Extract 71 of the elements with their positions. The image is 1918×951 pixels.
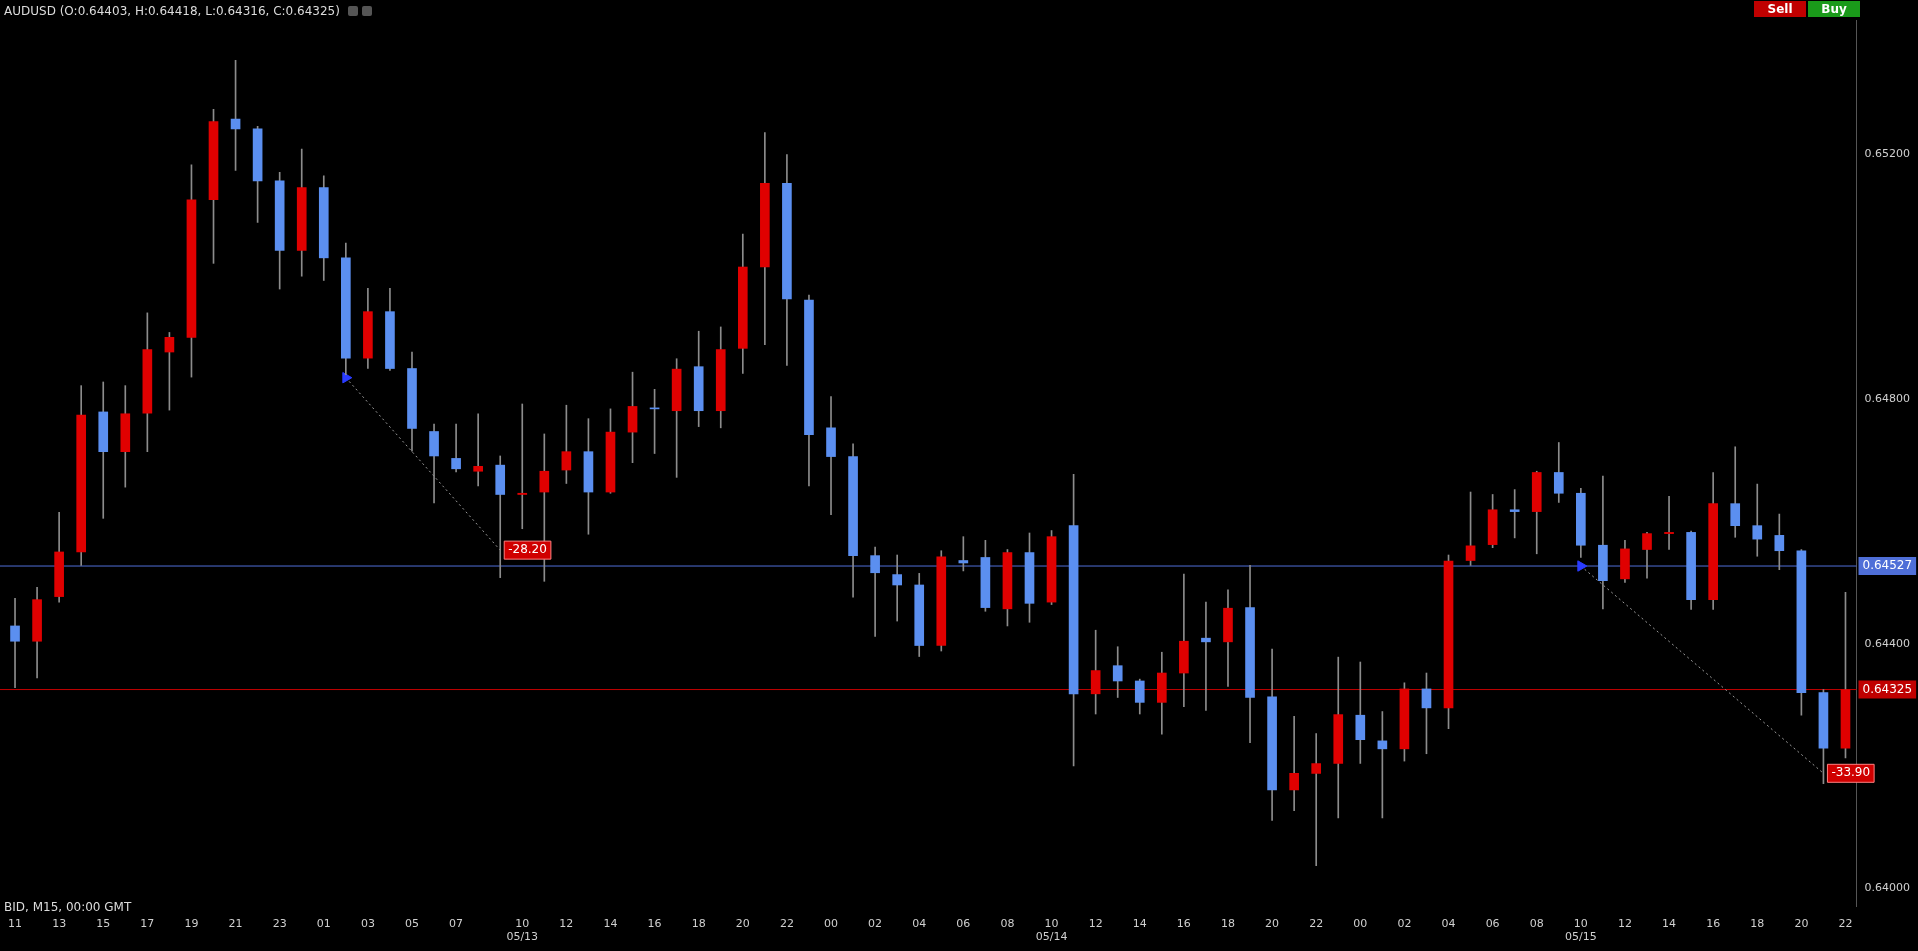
candlestick (1311, 733, 1322, 866)
chart-title: AUDUSD (O:0.64403, H:0.64418, L:0.64316, C:0.64325) (4, 4, 340, 18)
x-tick-label: 18 (1750, 917, 1765, 931)
x-tick-label: 22 (779, 917, 794, 931)
x-tick-label: 07 (449, 917, 464, 931)
x-tick-label: 10 05/13 (506, 917, 539, 944)
x-tick-label: 01 (316, 917, 331, 931)
ref-line-label: 0.64325 (1862, 681, 1913, 696)
x-tick-label: 23 (272, 917, 287, 931)
x-tick-label: 18 (1220, 917, 1235, 931)
candlestick (892, 554, 903, 622)
x-tick-label: 14 (603, 917, 618, 931)
candlestick (826, 396, 836, 515)
y-tick-label: 0.64800 (1864, 391, 1911, 405)
candlestick (517, 403, 528, 530)
ref-line-label: 0.64527 (1862, 558, 1913, 573)
x-tick-label: 00 (824, 917, 839, 931)
x-tick-label: 02 (868, 917, 883, 931)
x-tick-label: 06 (956, 917, 971, 931)
y-tick-label: 0.64000 (1864, 881, 1911, 895)
x-tick-label: 16 (647, 917, 662, 931)
x-tick-label: 10 05/15 (1564, 917, 1597, 944)
text: Sell (1754, 1, 1806, 17)
text: Buy (1808, 1, 1860, 17)
x-tick-label: 19 (184, 917, 199, 931)
candlestick (10, 598, 20, 689)
x-tick-label: 08 (1529, 917, 1544, 931)
x-tick-label: 20 (1265, 917, 1280, 931)
x-tick-label: 13 (52, 917, 67, 931)
x-tick-label: 14 (1132, 917, 1147, 931)
x-tick-label: 21 (228, 917, 243, 931)
x-tick-label: 16 (1176, 917, 1191, 931)
x-tick-label: 10 05/14 (1035, 917, 1068, 944)
x-tick-label: 00 (1353, 917, 1368, 931)
x-tick-label: 03 (360, 917, 375, 931)
annotation: -33.90 (1831, 765, 1871, 780)
x-tick-label: 04 (1441, 917, 1456, 931)
x-tick-label: 12 (1088, 917, 1103, 931)
x-tick-label: 08 (1000, 917, 1015, 931)
x-tick-label: 12 (1617, 917, 1632, 931)
x-tick-label: 22 (1309, 917, 1324, 931)
x-tick-label: 06 (1485, 917, 1500, 931)
y-tick-label: 0.64400 (1864, 636, 1911, 650)
x-tick-label: 15 (96, 917, 111, 931)
candlestick (1730, 446, 1741, 538)
candlestick (1509, 489, 1520, 539)
x-tick-label: 16 (1706, 917, 1721, 931)
x-tick-label: 12 (559, 917, 574, 931)
candlestick (1664, 495, 1674, 550)
x-tick-label: 11 (8, 917, 23, 931)
y-tick-label: 0.65200 (1864, 147, 1911, 161)
candlestick (1289, 716, 1299, 811)
x-tick-label: 20 (1794, 917, 1809, 931)
annotation: BID, M15, 00:00 GMT (4, 900, 132, 914)
candlestick (473, 413, 483, 487)
x-tick-label: 05 (404, 917, 419, 931)
annotation: -28.20 (508, 542, 547, 557)
x-tick-label: 20 (735, 917, 750, 931)
candlestick (451, 423, 461, 473)
candlestick (1752, 483, 1763, 557)
candlestick (1201, 601, 1211, 711)
x-tick-label: 17 (140, 917, 155, 931)
candlestick (495, 455, 506, 578)
candlestick (1179, 573, 1189, 707)
x-tick-label: 14 (1662, 917, 1677, 931)
candlestick (870, 546, 880, 637)
x-tick-label: 18 (691, 917, 706, 931)
x-tick-label: 04 (912, 917, 927, 931)
x-tick-label: 02 (1397, 917, 1412, 931)
x-tick-label: 22 (1838, 917, 1853, 931)
candlestick (1355, 661, 1366, 764)
